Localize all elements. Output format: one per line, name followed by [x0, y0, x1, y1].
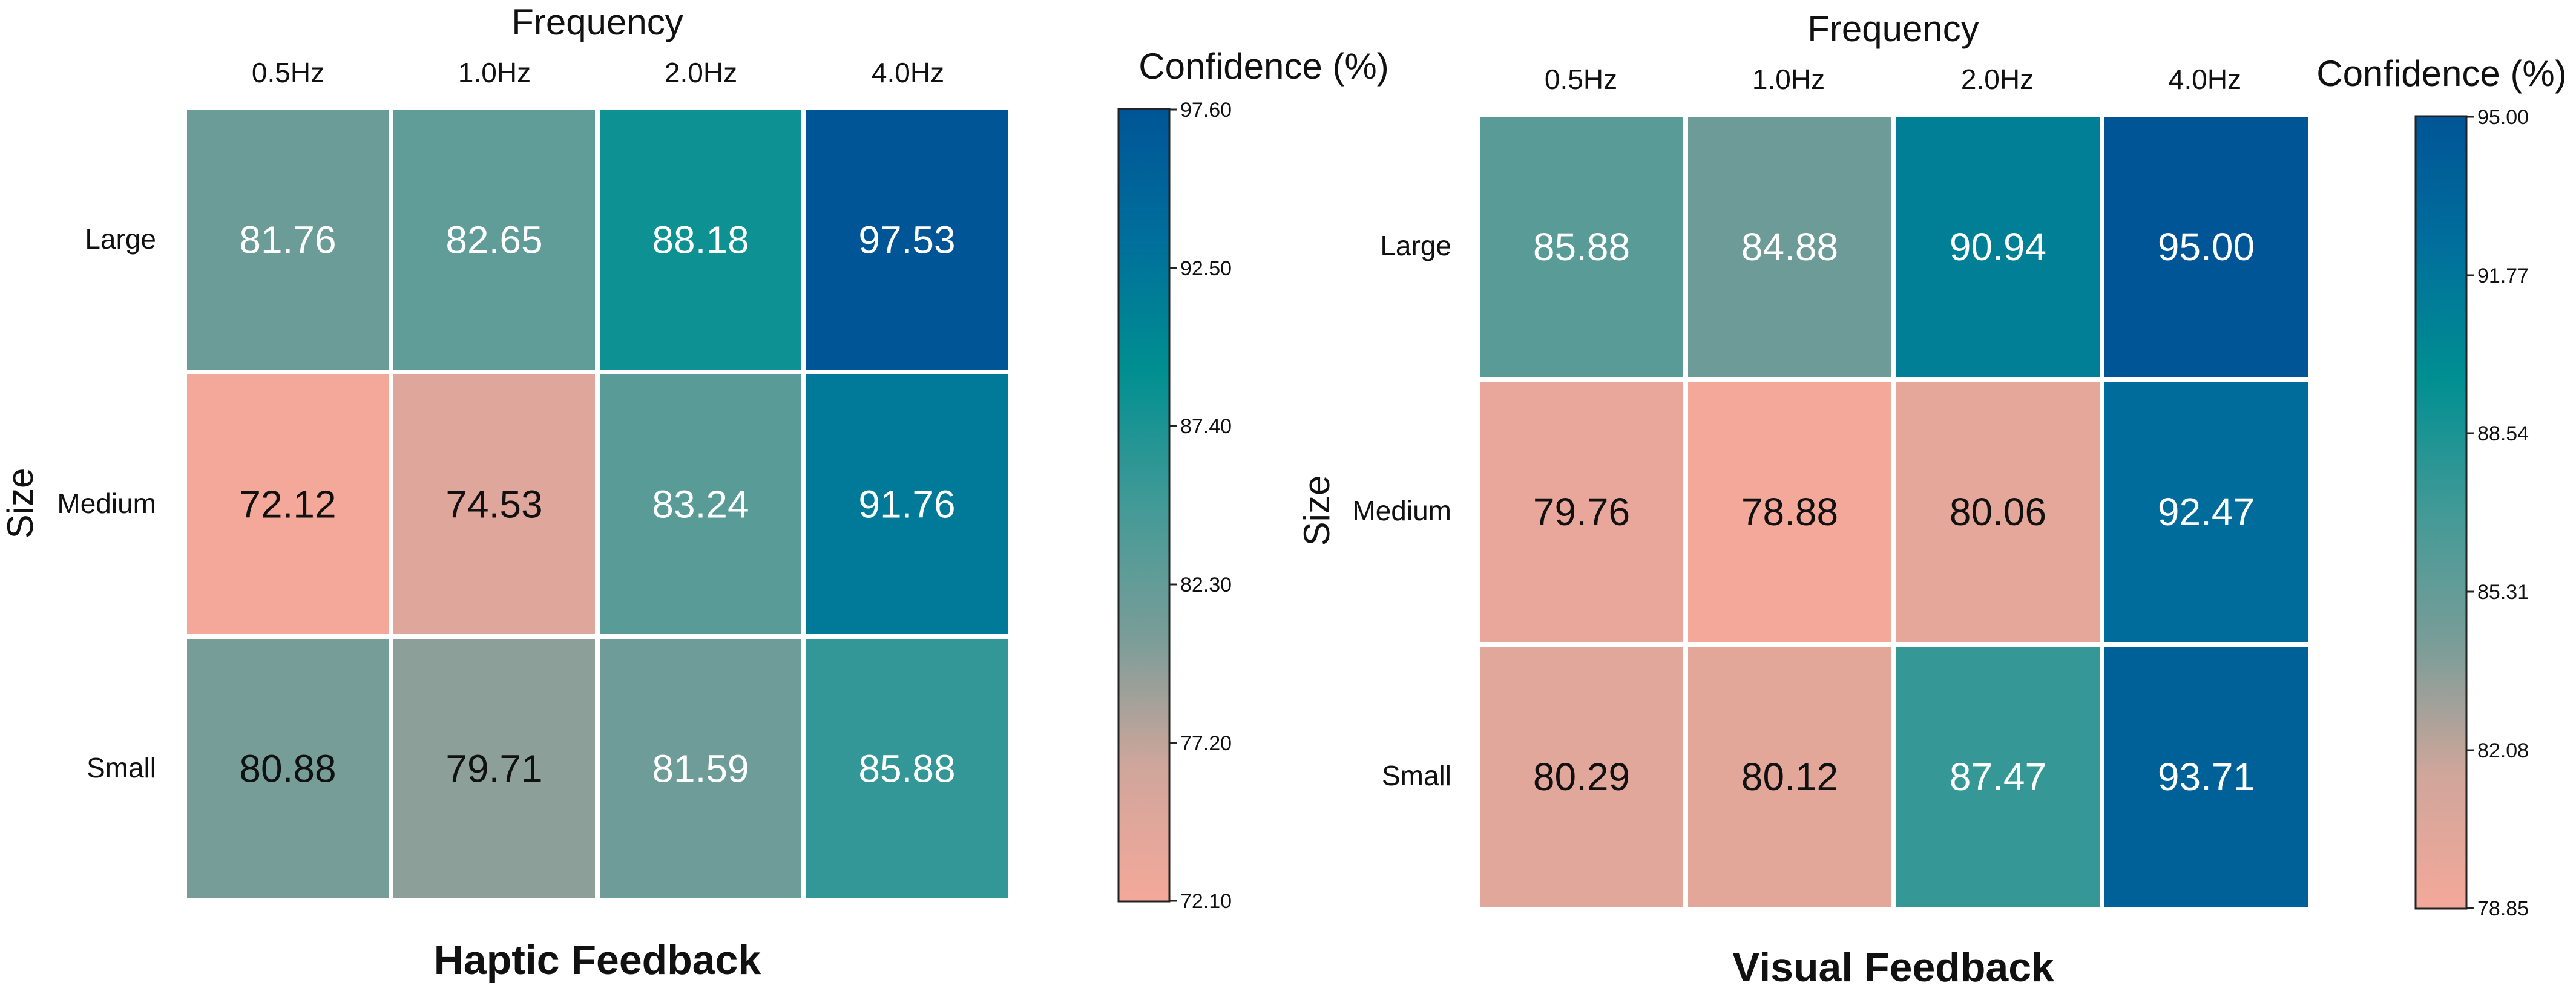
- haptic-cb-label-0: 97.60: [1180, 99, 1232, 122]
- visual-cell-label-r1-c0: 79.76: [1533, 490, 1630, 534]
- haptic-x-tick-0: 0.5Hz: [252, 57, 324, 88]
- visual-cell-r0-c3: [2100, 112, 2313, 382]
- haptic-y-tick-0: Large: [85, 223, 156, 255]
- haptic-cell-label-r2-c2: 81.59: [652, 747, 749, 791]
- haptic-y-axis-title: Size: [0, 468, 41, 539]
- haptic-y-tick-1: Medium: [57, 488, 156, 519]
- visual-y-tick-1: Medium: [1352, 495, 1451, 526]
- visual-cell-label-r0-c0: 85.88: [1533, 225, 1630, 269]
- visual-cell-r2-c2: [1891, 642, 2104, 912]
- haptic-cell-label-r1-c0: 72.12: [239, 483, 336, 526]
- haptic-cell-r1-c1: [389, 370, 600, 639]
- visual-x-axis-title: Frequency: [1807, 8, 1979, 49]
- visual-cb-label-2: 88.54: [2477, 422, 2529, 445]
- haptic-heatmap-panel: Frequency 0.5Hz 1.0Hz 2.0Hz 4.0Hz Size L…: [0, 2, 1389, 983]
- visual-cell-r1-c3: [2100, 377, 2313, 647]
- visual-cell-r0-c1: [1683, 112, 1896, 382]
- visual-chart-title: Visual Feedback: [1732, 944, 2054, 990]
- visual-cell-label-r1-c3: 92.47: [2158, 490, 2255, 534]
- haptic-colorbar-ticks: 97.60 92.50 87.40 82.30 77.20 72.10: [1169, 99, 1232, 913]
- visual-cb-label-5: 78.85: [2477, 897, 2529, 920]
- visual-cell-r0-c0: [1475, 112, 1688, 382]
- visual-y-tick-0: Large: [1380, 230, 1451, 261]
- haptic-cb-label-5: 72.10: [1180, 890, 1232, 913]
- visual-cell-r2-c0: [1475, 642, 1688, 912]
- visual-x-tick-1: 1.0Hz: [1752, 64, 1825, 95]
- haptic-cb-label-3: 82.30: [1180, 574, 1232, 597]
- haptic-cb-label-2: 87.40: [1180, 415, 1232, 438]
- visual-cell-label-r2-c0: 80.29: [1533, 755, 1630, 799]
- visual-cell-label-r1-c2: 80.06: [1950, 490, 2046, 534]
- visual-y-tick-2: Small: [1382, 760, 1451, 791]
- visual-cell-label-r1-c1: 78.88: [1741, 490, 1838, 534]
- visual-cell-label-r2-c3: 93.71: [2158, 755, 2255, 799]
- haptic-cell-label-r0-c3: 97.53: [858, 218, 955, 262]
- visual-cell-label-r0-c1: 84.88: [1741, 225, 1838, 269]
- haptic-cb-label-4: 77.20: [1180, 732, 1232, 755]
- visual-x-tick-3: 4.0Hz: [2169, 64, 2241, 95]
- haptic-colorbar-title: Confidence (%): [1138, 46, 1389, 87]
- haptic-cell-label-r0-c0: 81.76: [239, 218, 336, 262]
- haptic-colorbar: [1117, 108, 1171, 903]
- visual-x-tick-0: 0.5Hz: [1545, 64, 1617, 95]
- haptic-cell-r2-c0: [182, 634, 393, 903]
- visual-cb-label-1: 91.77: [2477, 264, 2529, 287]
- haptic-cells: 81.76 82.65 88.18 97.53 72.12 74.53 83.24 91.76…: [182, 105, 1013, 903]
- haptic-chart-title: Haptic Feedback: [434, 937, 761, 983]
- haptic-cell-r2-c1: [389, 634, 600, 903]
- haptic-x-tick-1: 1.0Hz: [458, 57, 531, 88]
- visual-colorbar: [2414, 115, 2468, 910]
- visual-cb-label-3: 85.31: [2477, 581, 2529, 604]
- haptic-cell-label-r0-c1: 82.65: [445, 218, 542, 262]
- haptic-y-tick-2: Small: [87, 752, 156, 783]
- visual-cell-label-r2-c2: 87.47: [1950, 755, 2046, 799]
- visual-cb-label-0: 95.00: [2477, 106, 2529, 129]
- visual-colorbar-title: Confidence (%): [2316, 53, 2567, 94]
- haptic-cell-label-r2-c0: 80.88: [239, 747, 336, 791]
- visual-x-tick-2: 2.0Hz: [1961, 64, 2034, 95]
- visual-cell-label-r2-c1: 80.12: [1741, 755, 1838, 799]
- visual-cell-label-r0-c2: 90.94: [1950, 225, 2046, 269]
- visual-colorbar-ticks: 95.00 91.77 88.54 85.31 82.08 78.85: [2466, 106, 2529, 920]
- haptic-cell-r1-c3: [801, 370, 1013, 639]
- haptic-cell-r0-c0: [182, 105, 393, 374]
- haptic-cell-r0-c3: [801, 105, 1013, 374]
- visual-cell-r1-c1: [1683, 377, 1896, 647]
- visual-heatmap-panel: Frequency 0.5Hz 1.0Hz 2.0Hz 4.0Hz Size L…: [1296, 8, 2567, 990]
- haptic-cell-label-r1-c2: 83.24: [652, 483, 749, 526]
- haptic-x-tick-2: 2.0Hz: [665, 57, 737, 88]
- visual-cell-label-r0-c3: 95.00: [2158, 225, 2255, 269]
- haptic-cell-label-r2-c3: 85.88: [858, 747, 955, 791]
- haptic-cell-r0-c1: [389, 105, 600, 374]
- haptic-cb-label-1: 92.50: [1180, 257, 1232, 280]
- visual-cb-label-4: 82.08: [2477, 739, 2529, 762]
- visual-cell-r1-c0: [1475, 377, 1688, 647]
- haptic-cell-r0-c2: [595, 105, 806, 374]
- haptic-cell-label-r2-c1: 79.71: [445, 747, 542, 791]
- haptic-x-tick-3: 4.0Hz: [872, 57, 944, 88]
- haptic-cell-label-r1-c1: 74.53: [445, 483, 542, 526]
- haptic-cell-label-r0-c2: 88.18: [652, 218, 749, 262]
- visual-y-axis-title: Size: [1296, 476, 1337, 546]
- visual-cells: 85.88 84.88 90.94 95.00 79.76 78.88 80.06 92.47…: [1475, 112, 2313, 912]
- haptic-cell-label-r1-c3: 91.76: [858, 483, 955, 526]
- haptic-cell-r2-c3: [801, 634, 1013, 903]
- haptic-x-axis-title: Frequency: [511, 2, 683, 42]
- visual-cell-r2-c3: [2100, 642, 2313, 912]
